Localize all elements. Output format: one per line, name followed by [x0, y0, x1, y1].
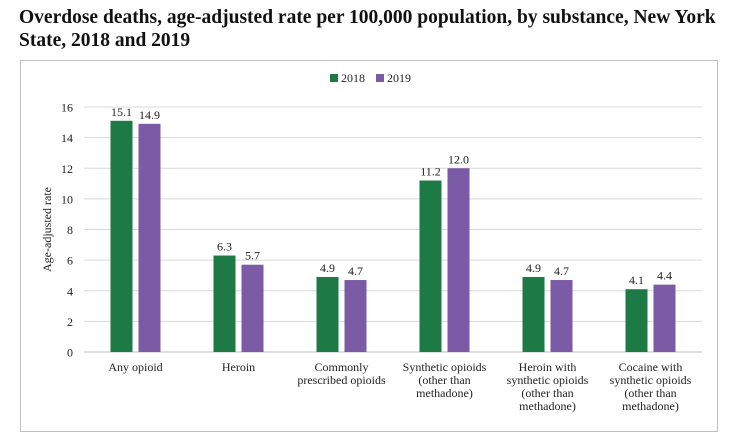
- bar-2018-1: [213, 255, 236, 352]
- y-tick-label: 2: [67, 315, 73, 329]
- data-label: 6.3: [217, 240, 232, 254]
- data-label: 4.9: [320, 261, 335, 275]
- y-tick-label: 8: [67, 223, 73, 237]
- bar-2018-4: [522, 276, 545, 352]
- x-tick-label: prescribed opioids: [297, 373, 386, 387]
- bar-2019-3: [447, 168, 470, 352]
- x-tick-label: Commonly: [314, 360, 368, 374]
- y-tick-label: 10: [61, 192, 73, 206]
- legend-label: 2019: [387, 71, 411, 85]
- bar-2018-2: [316, 276, 339, 352]
- y-axis-title: Age-adjusted rate: [40, 187, 54, 272]
- bar-2019-1: [241, 264, 264, 352]
- x-tick-label: Cocaine with: [619, 360, 683, 374]
- y-tick-label: 6: [67, 254, 73, 268]
- data-label: 4.7: [554, 264, 569, 278]
- x-tick-label: methadone): [416, 386, 473, 400]
- x-tick-label: Synthetic opioids: [403, 360, 487, 374]
- bar-2018-0: [110, 120, 133, 352]
- data-label: 11.2: [420, 165, 441, 179]
- x-tick-label: methadone): [622, 399, 679, 413]
- data-label: 4.7: [348, 264, 363, 278]
- x-tick-label: synthetic opioids: [507, 373, 589, 387]
- y-tick-label: 4: [67, 284, 73, 298]
- bar-2019-4: [550, 280, 573, 352]
- data-label: 4.9: [526, 261, 541, 275]
- x-tick-label: (other than: [418, 373, 470, 387]
- y-tick-label: 12: [61, 162, 73, 176]
- y-tick-label: 16: [61, 101, 73, 115]
- x-tick-label: methadone): [519, 399, 576, 413]
- chart-title: Overdose deaths, age-adjusted rate per 1…: [19, 7, 716, 51]
- bar-2019-0: [138, 123, 161, 352]
- bar-2019-5: [653, 284, 676, 352]
- legend-swatch-2018: [330, 74, 338, 82]
- x-tick-label: (other than: [521, 386, 573, 400]
- chart-frame: [20, 60, 718, 432]
- y-tick-label: 14: [61, 131, 73, 145]
- x-tick-label: Heroin: [222, 360, 255, 374]
- legend-swatch-2019: [376, 74, 384, 82]
- x-tick-label: Any opioid: [108, 360, 162, 374]
- x-tick-label: Heroin with: [519, 360, 577, 374]
- x-tick-label: (other than: [624, 386, 676, 400]
- bar-2018-3: [419, 180, 442, 352]
- y-tick-label: 0: [67, 346, 73, 360]
- legend-label: 2018: [341, 71, 365, 85]
- data-label: 4.1: [629, 273, 644, 287]
- data-label: 4.4: [657, 269, 672, 283]
- x-tick-label: synthetic opioids: [610, 373, 692, 387]
- bar-2018-5: [625, 289, 648, 352]
- data-label: 5.7: [245, 249, 260, 263]
- data-label: 12.0: [448, 152, 469, 166]
- data-label: 14.9: [139, 108, 160, 122]
- bar-2019-2: [344, 280, 367, 352]
- data-label: 15.1: [111, 105, 132, 119]
